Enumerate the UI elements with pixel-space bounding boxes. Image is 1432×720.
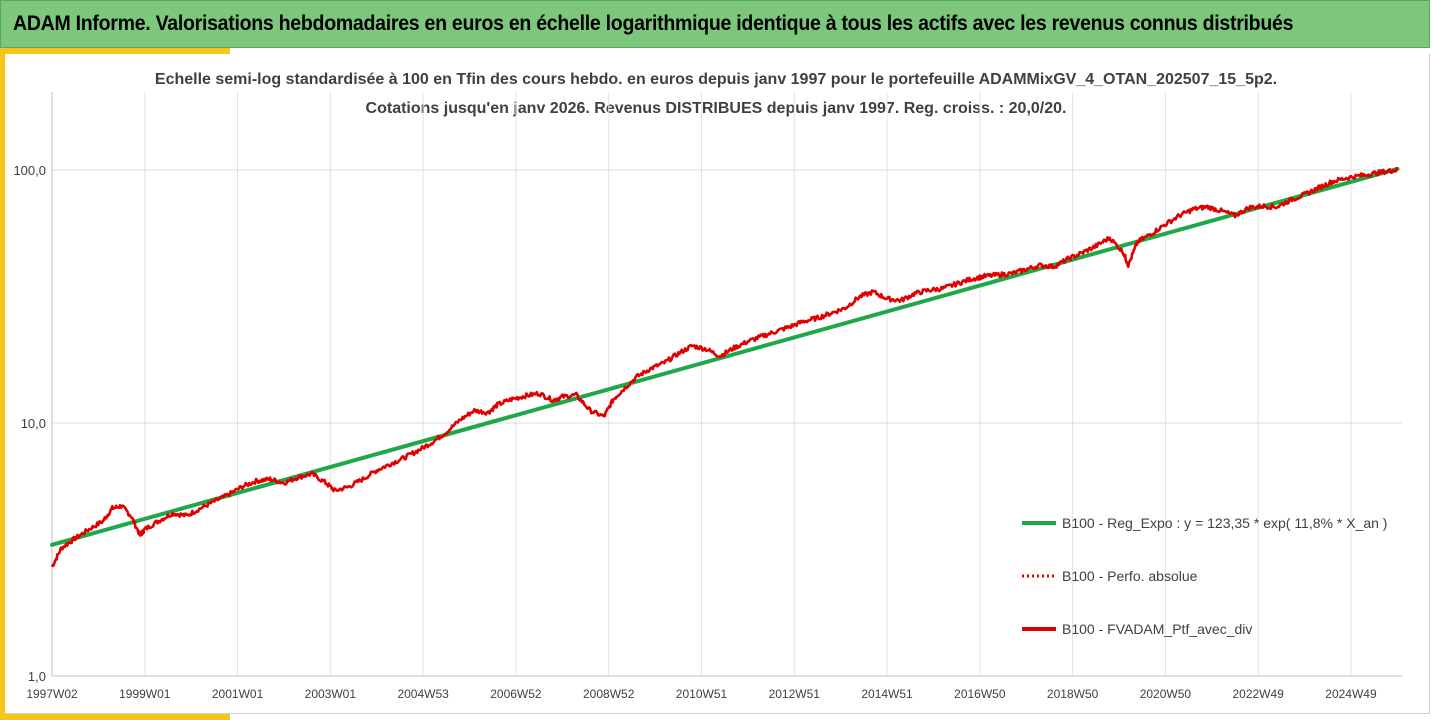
series-line-portfolio [50,166,1399,568]
x-tick-label: 2020W50 [1140,687,1192,701]
y-tick-label: 10,0 [21,416,46,431]
x-tick-label: 2001W01 [212,687,264,701]
banner-title: ADAM Informe. Valorisations hebdomadaire… [13,12,1294,35]
accent-bar-bottom [0,714,230,720]
legend-label: B100 - Reg_Expo : y = 123,35 * exp( 11,8… [1062,515,1387,531]
x-tick-label: 1997W02 [26,687,78,701]
x-tick-label: 2014W51 [861,687,913,701]
accent-bar-left [0,48,5,720]
x-tick-label: 2006W52 [490,687,542,701]
x-tick-label: 2004W53 [397,687,449,701]
x-tick-label: 2010W51 [676,687,728,701]
x-tick-label: 2003W01 [305,687,357,701]
x-tick-label: 2024W49 [1325,687,1377,701]
legend-label: B100 - FVADAM_Ptf_avec_div [1062,621,1252,637]
accent-bar-top [0,48,230,54]
x-tick-label: 2008W52 [583,687,635,701]
chart-frame [5,54,1430,714]
title-banner: ADAM Informe. Valorisations hebdomadaire… [0,0,1430,48]
series-line-regression [50,166,1400,547]
chart-title-line-1: Echelle semi-log standardisée à 100 en T… [154,71,1278,88]
x-tick-label: 2016W50 [954,687,1006,701]
legend-label: B100 - Perfo. absolue [1062,568,1198,584]
x-tick-label: 2022W49 [1232,687,1284,701]
y-tick-label: 1,0 [28,669,46,684]
chart-title-line-2: Cotations jusqu'en janv 2026. Revenus DI… [365,100,1067,117]
x-tick-label: 1999W01 [119,687,171,701]
x-tick-label: 2012W51 [769,687,821,701]
x-tick-label: 2018W50 [1047,687,1099,701]
y-tick-label: 100,0 [13,163,46,178]
